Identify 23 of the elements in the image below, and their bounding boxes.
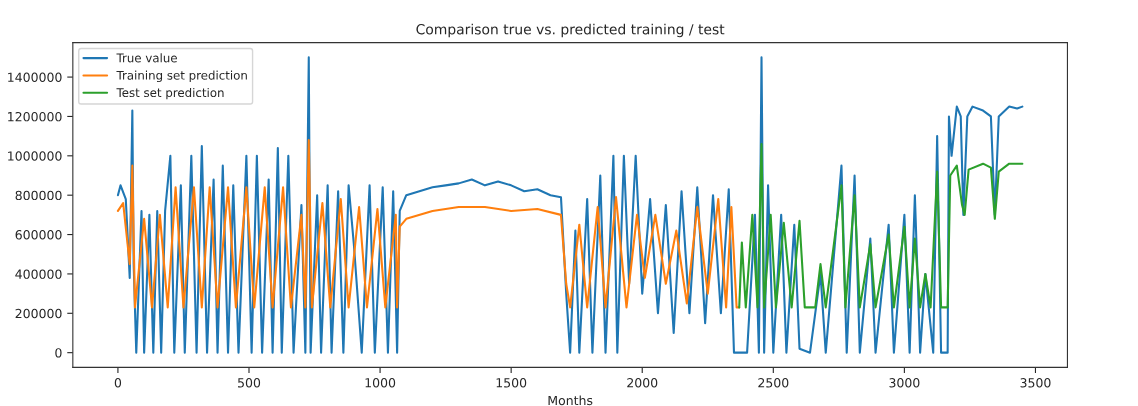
- x-tick-label: 0: [114, 378, 122, 388]
- x-tick-label: 2000: [627, 378, 658, 388]
- y-tick-label: 200000: [15, 308, 62, 319]
- legend-label: True value: [116, 53, 177, 63]
- x-tick-label: 3000: [889, 378, 920, 388]
- x-tick-label: 2500: [758, 378, 789, 388]
- x-tick-label: 3500: [1020, 378, 1051, 388]
- x-tick-label: 1000: [365, 378, 396, 388]
- y-tick-label: 1400000: [8, 72, 62, 83]
- y-tick-label: 0: [55, 348, 62, 358]
- legend-label: Training set prediction: [116, 70, 247, 83]
- y-tick-label: 400000: [15, 269, 62, 279]
- x-tick-label: 1500: [496, 378, 527, 388]
- line-series: [116, 139, 741, 309]
- x-axis-title: Months: [548, 395, 593, 406]
- y-tick-label: 800000: [15, 190, 62, 201]
- x-tick-label: 500: [238, 378, 261, 388]
- line-series: [738, 142, 1024, 309]
- y-tick-label: 1000000: [8, 151, 62, 161]
- legend-label: Test set prediction: [116, 87, 224, 100]
- chart-title: Comparison true vs. predicted training / test: [416, 23, 725, 38]
- y-tick-label: 1200000: [8, 111, 62, 122]
- y-tick-label: 600000: [15, 230, 62, 240]
